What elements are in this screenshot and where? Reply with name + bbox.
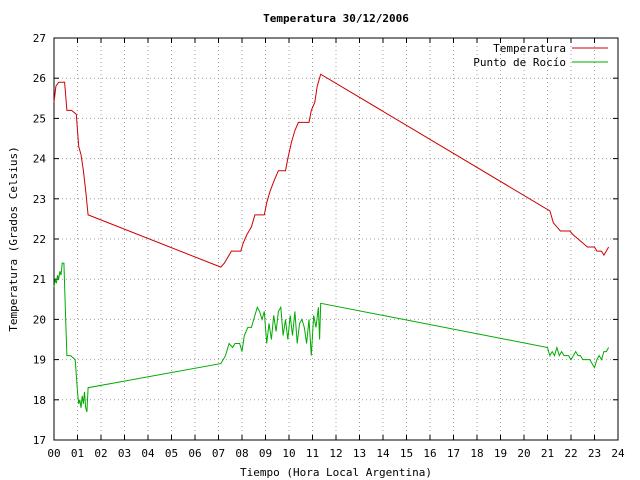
punto-de-rocio-line bbox=[53, 262, 610, 413]
series-layer bbox=[53, 73, 610, 413]
tick-layer: 00 01 02 03 04 05 06 07 08 09 10 11 12 13 14 15 16 17 18 19… bbox=[33, 32, 625, 460]
y-tick-label: 19 bbox=[33, 354, 46, 367]
x-tick-label: 14 bbox=[376, 447, 390, 460]
x-tick-label: 22 bbox=[564, 447, 577, 460]
x-tick-label: 13 bbox=[353, 447, 366, 460]
x-tick-label: 08 bbox=[235, 447, 248, 460]
y-tick-label: 23 bbox=[33, 193, 46, 206]
x-tick-label: 18 bbox=[470, 447, 483, 460]
y-tick-label: 25 bbox=[33, 112, 46, 125]
x-tick-label: 15 bbox=[400, 447, 413, 460]
x-tick-label: 01 bbox=[71, 447, 84, 460]
x-tick-label: 20 bbox=[517, 447, 530, 460]
y-tick-label: 26 bbox=[33, 72, 46, 85]
y-tick-label: 20 bbox=[33, 313, 46, 326]
x-tick-label: 19 bbox=[494, 447, 507, 460]
x-tick-label: 10 bbox=[282, 447, 295, 460]
x-tick-label: 06 bbox=[188, 447, 201, 460]
grid-layer bbox=[54, 38, 618, 440]
x-tick-label: 07 bbox=[212, 447, 225, 460]
legend-label-temperatura: Temperatura bbox=[493, 42, 566, 55]
x-tick-label: 23 bbox=[588, 447, 601, 460]
x-tick-label: 21 bbox=[541, 447, 554, 460]
x-tick-label: 11 bbox=[306, 447, 319, 460]
y-tick-label: 17 bbox=[33, 434, 46, 447]
chart-title: Temperatura 30/12/2006 bbox=[263, 12, 409, 25]
x-tick-label: 04 bbox=[141, 447, 155, 460]
y-tick-label: 24 bbox=[33, 153, 47, 166]
x-tick-label: 03 bbox=[118, 447, 131, 460]
legend-label-punto-de-rocio: Punto de Rocío bbox=[473, 56, 566, 69]
x-tick-label: 05 bbox=[165, 447, 178, 460]
x-tick-label: 16 bbox=[423, 447, 436, 460]
x-tick-label: 09 bbox=[259, 447, 272, 460]
legend: Temperatura Punto de Rocío bbox=[473, 42, 608, 69]
y-tick-label: 22 bbox=[33, 233, 46, 246]
x-axis-label: Tiempo (Hora Local Argentina) bbox=[240, 466, 432, 479]
x-tick-label: 02 bbox=[94, 447, 107, 460]
x-tick-label: 12 bbox=[329, 447, 342, 460]
y-tick-label: 18 bbox=[33, 394, 46, 407]
temperatura-line bbox=[53, 73, 610, 268]
x-tick-label: 24 bbox=[611, 447, 625, 460]
y-tick-label: 21 bbox=[33, 273, 46, 286]
x-tick-label: 17 bbox=[447, 447, 460, 460]
y-axis-label: Temperatura (Grados Celsius) bbox=[7, 146, 20, 331]
y-tick-label: 27 bbox=[33, 32, 46, 45]
x-tick-label: 00 bbox=[47, 447, 60, 460]
